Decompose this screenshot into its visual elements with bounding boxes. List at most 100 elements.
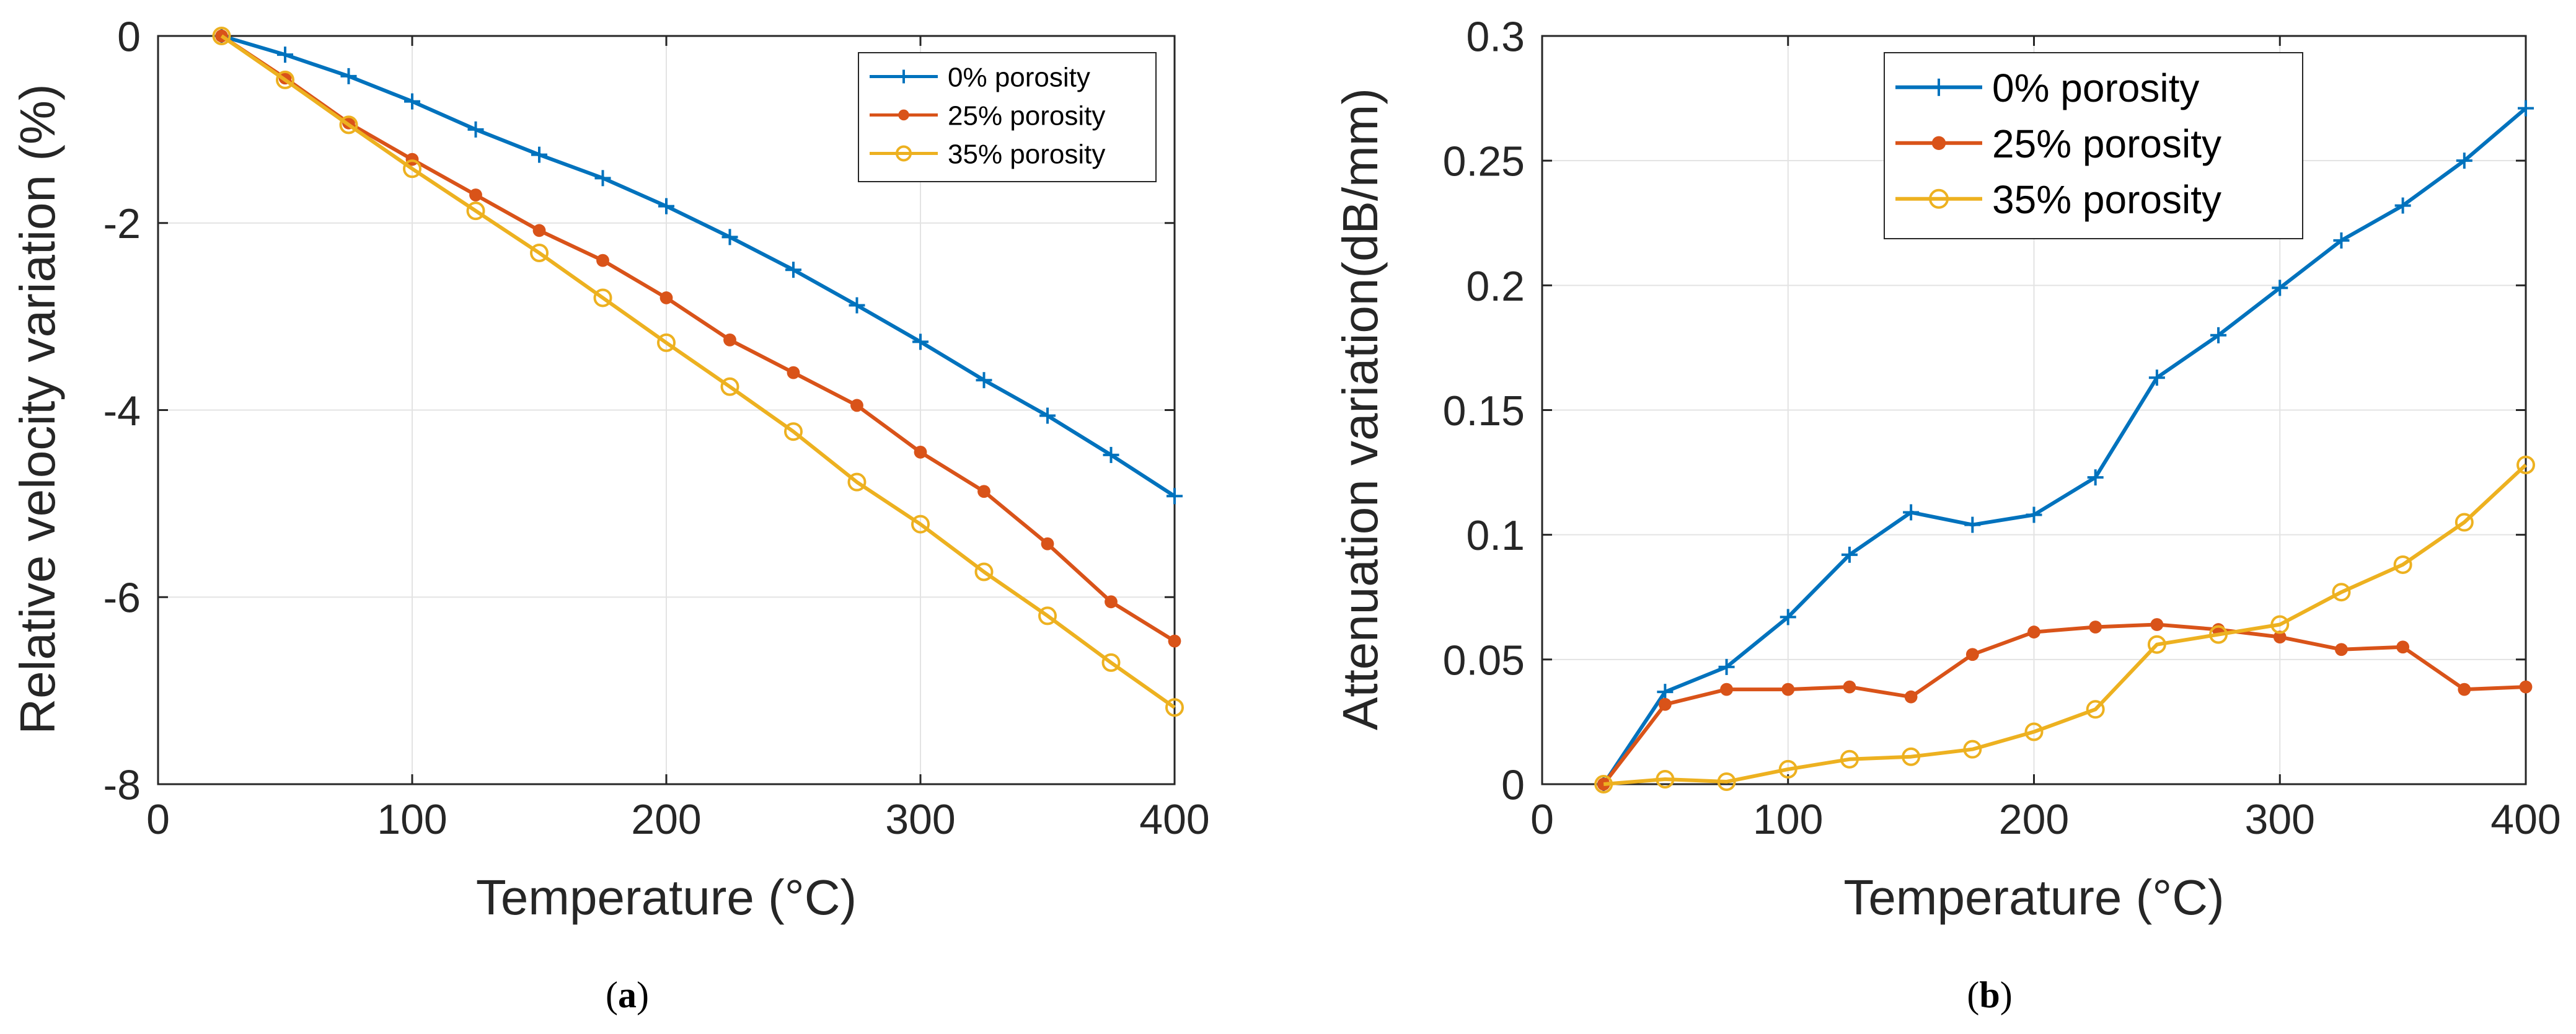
x-tick-label: 100 (1753, 796, 1823, 843)
legend: 0% porosity 25% porosity 35% porosity (858, 52, 1157, 182)
y-tick-label: 0.15 (1443, 387, 1525, 435)
y-tick-label: 0.1 (1466, 512, 1525, 559)
data-point-marker (1658, 697, 1672, 711)
y-tick-label: 0 (117, 13, 141, 60)
data-point-marker (276, 70, 294, 89)
x-tick-label: 300 (2245, 796, 2315, 843)
data-point-marker (1904, 690, 1918, 704)
y-tick-label: -2 (104, 200, 141, 247)
x-tick-label: 200 (1999, 796, 2069, 843)
x-tick-label: 400 (2490, 796, 2561, 843)
data-point-marker (530, 244, 549, 263)
data-point-marker (1931, 136, 1946, 150)
data-point-marker (1840, 749, 1859, 769)
data-point-marker (2089, 621, 2102, 634)
series-line (220, 34, 1176, 709)
data-point-marker (2147, 635, 2166, 654)
data-point-marker (2024, 722, 2044, 741)
data-point-marker (1965, 648, 1979, 661)
data-point-marker (2519, 680, 2533, 694)
data-point-marker (974, 562, 994, 581)
data-point-marker (2458, 683, 2471, 696)
x-axis-label: Temperature (°C) (1843, 870, 2224, 925)
legend-entry-label: 35% porosity (1992, 177, 2221, 222)
legend: 0% porosity 25% porosity 35% porosity (1884, 52, 2303, 239)
data-point-marker (2027, 625, 2040, 639)
data-point-marker (898, 109, 909, 121)
y-tick-label: 0 (1501, 761, 1525, 808)
data-point-marker (720, 377, 739, 396)
legend-box (1884, 52, 2303, 239)
chart-panel-a: 0 100 200 300 400 0 -2 -4 -6 -8 Temperature (°C) Re… (10, 13, 1210, 1015)
x-tick-label: 0 (1530, 796, 1554, 843)
legend-entry-label: 0% porosity (948, 62, 1090, 92)
data-point-marker (977, 485, 990, 498)
data-point-marker (2455, 513, 2474, 532)
data-point-marker (1902, 747, 1921, 766)
x-tick-label: 400 (1139, 796, 1209, 843)
data-point-marker (1656, 769, 1675, 789)
data-point-marker (787, 366, 800, 379)
legend-entry-label: 0% porosity (1992, 66, 2199, 110)
x-axis-label: Temperature (°C) (476, 870, 857, 925)
data-point-marker (596, 254, 609, 267)
data-point-marker (2150, 618, 2164, 631)
legend-entry-label: 35% porosity (948, 139, 1105, 169)
data-point-marker (403, 159, 421, 179)
series-2 (1594, 456, 2535, 793)
data-point-marker (850, 399, 863, 412)
data-point-marker (2393, 555, 2412, 574)
y-tick-label: 0.25 (1443, 138, 1525, 185)
data-point-marker (2209, 625, 2228, 644)
x-tick-label: 300 (885, 796, 955, 843)
data-point-marker (1720, 683, 1733, 696)
data-point-marker (2396, 640, 2410, 654)
data-point-marker (784, 422, 803, 441)
data-point-marker (2086, 700, 2105, 719)
series-line (1603, 463, 2528, 786)
data-point-marker (1778, 759, 1797, 779)
data-point-marker (1038, 606, 1057, 625)
y-tick-label: 0.05 (1443, 637, 1525, 684)
data-point-marker (1597, 777, 1610, 791)
data-point-marker (1717, 772, 1736, 791)
data-point-marker (1963, 740, 1982, 759)
data-point-marker (2335, 643, 2348, 656)
series-2 (212, 27, 1184, 717)
y-tick-label: -4 (104, 387, 141, 435)
series-line (220, 34, 1176, 643)
data-point-marker (212, 27, 231, 45)
data-point-marker (847, 472, 867, 492)
subplot-label: (b) (1967, 974, 2012, 1015)
data-point-marker (466, 201, 485, 221)
data-point-marker (1041, 537, 1054, 550)
data-point-marker (469, 188, 482, 201)
y-tick-label: -8 (104, 761, 141, 808)
data-point-marker (2270, 615, 2290, 634)
data-point-marker (1843, 680, 1856, 694)
data-point-marker (1101, 653, 1121, 672)
legend-entry-label: 25% porosity (948, 100, 1105, 131)
data-point-marker (593, 288, 612, 307)
data-point-marker (1105, 595, 1118, 609)
series-line (1602, 107, 2527, 785)
data-point-marker (911, 515, 930, 534)
data-point-marker (896, 145, 912, 162)
chart-panel-b: 0 100 200 300 400 0 0.05 0.1 0.15 0.2 0.25 0.3 Tempe… (1333, 13, 2561, 1015)
x-tick-label: 200 (631, 796, 701, 843)
data-point-marker (1929, 188, 1949, 209)
subplot-label: (a) (606, 974, 649, 1015)
y-tick-label: 0.3 (1466, 13, 1525, 60)
data-point-marker (2273, 630, 2287, 644)
data-point-marker (659, 291, 673, 304)
series-line (221, 34, 1176, 498)
data-point-marker (1781, 683, 1795, 696)
y-axis-label: Attenuation variation(dB/mm) (1333, 88, 1388, 730)
x-tick-label: 100 (377, 796, 447, 843)
data-point-marker (532, 224, 546, 237)
legend-entry-label: 25% porosity (1992, 122, 2221, 166)
y-tick-label: 0.2 (1466, 263, 1525, 310)
y-tick-label: -6 (104, 575, 141, 622)
series-line (1602, 622, 2526, 785)
